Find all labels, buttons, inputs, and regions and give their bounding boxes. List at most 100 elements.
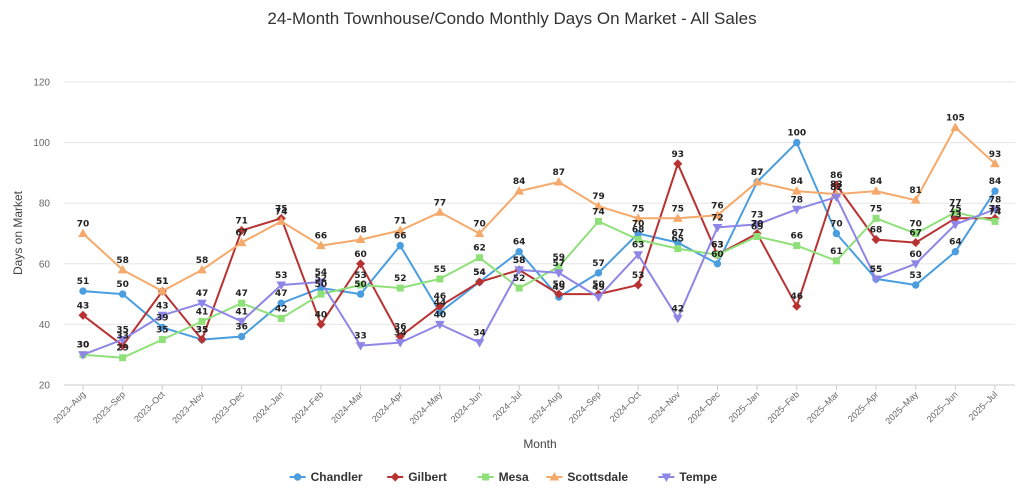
- x-tick-label: 2025–Jul: [967, 389, 1000, 422]
- data-point: [435, 207, 445, 216]
- data-label: 83: [830, 180, 843, 190]
- data-label: 43: [156, 301, 169, 311]
- data-point: [950, 220, 961, 230]
- data-label: 68: [354, 226, 367, 236]
- series-line: [82, 211, 996, 359]
- data-point: [357, 281, 365, 289]
- x-tick-label: 2024–Jun: [449, 389, 484, 424]
- data-label: 43: [77, 301, 90, 311]
- data-label: 35: [156, 326, 169, 336]
- data-label: 42: [275, 304, 288, 314]
- data-label: 78: [790, 195, 803, 205]
- data-point: [238, 299, 246, 307]
- data-point: [197, 335, 207, 345]
- data-point: [198, 317, 206, 325]
- data-label: 68: [632, 226, 645, 236]
- x-tick-label: 2024–Aug: [527, 389, 563, 425]
- data-label: 53: [354, 271, 367, 281]
- data-label: 47: [275, 289, 288, 299]
- legend-item-gilbert[interactable]: Gilbert: [387, 470, 447, 484]
- data-point: [634, 236, 642, 244]
- data-label: 64: [513, 238, 526, 248]
- data-point: [197, 264, 207, 274]
- data-label: 35: [196, 326, 209, 336]
- data-label: 77: [434, 198, 447, 208]
- data-label: 62: [473, 244, 486, 254]
- data-point: [79, 287, 87, 295]
- data-label: 55: [870, 265, 883, 275]
- data-label: 57: [553, 259, 566, 269]
- data-label: 34: [394, 329, 407, 339]
- data-label: 70: [751, 220, 764, 230]
- data-point: [951, 208, 959, 216]
- data-label: 51: [156, 277, 169, 287]
- data-point: [593, 293, 604, 303]
- data-label: 70: [632, 220, 645, 230]
- data-label: 33: [116, 332, 129, 342]
- data-point: [118, 290, 127, 298]
- data-point: [792, 301, 802, 311]
- data-label: 30: [77, 341, 90, 351]
- x-tick-label: 2024–Feb: [290, 389, 326, 425]
- data-label: 93: [672, 150, 685, 160]
- data-point: [672, 213, 683, 222]
- data-label: 46: [790, 292, 803, 302]
- data-point: [396, 284, 404, 292]
- data-label: 50: [354, 280, 367, 290]
- data-point: [474, 228, 485, 237]
- data-point: [633, 280, 643, 290]
- y-tick-label: 80: [39, 199, 51, 210]
- data-label: 87: [751, 168, 764, 178]
- data-point: [276, 281, 287, 291]
- legend-item-chandler[interactable]: Chandler: [289, 470, 363, 484]
- data-label: 59: [553, 253, 566, 263]
- legend-item-tempe[interactable]: Tempe: [658, 470, 718, 484]
- data-label: 41: [196, 307, 209, 317]
- data-label: 36: [235, 323, 248, 333]
- x-tick-label: 2023–Aug: [51, 389, 87, 425]
- data-label: 34: [473, 329, 486, 339]
- data-label: 67: [672, 229, 685, 239]
- data-point: [396, 241, 404, 250]
- data-label: 60: [711, 250, 724, 260]
- series-gilbert: [78, 159, 1000, 351]
- data-label: 53: [632, 271, 645, 281]
- data-point: [475, 277, 485, 287]
- data-label: 63: [632, 241, 645, 251]
- data-point: [390, 472, 400, 482]
- x-tick-label: 2024–May: [407, 389, 444, 426]
- data-label: 70: [830, 220, 843, 230]
- data-point: [197, 299, 207, 309]
- data-point: [871, 186, 881, 195]
- data-label: 49: [592, 283, 605, 293]
- legend-item-mesa[interactable]: Mesa: [477, 470, 529, 484]
- data-point: [871, 275, 881, 284]
- data-point: [911, 238, 921, 248]
- data-point: [990, 205, 1000, 215]
- data-point: [356, 259, 366, 269]
- data-label: 39: [156, 313, 169, 323]
- data-point: [950, 122, 961, 131]
- data-point: [355, 342, 366, 351]
- data-point: [474, 339, 485, 348]
- legend-label: Gilbert: [408, 470, 447, 484]
- x-tick-label: 2023–Nov: [170, 389, 206, 425]
- data-point: [991, 217, 999, 225]
- data-point: [78, 228, 88, 237]
- data-point: [236, 317, 247, 327]
- data-point: [593, 201, 604, 210]
- data-label: 100: [787, 129, 806, 139]
- data-label: 50: [592, 280, 605, 290]
- data-point: [712, 223, 723, 233]
- y-tick-label: 60: [39, 259, 51, 270]
- data-label: 52: [394, 274, 407, 284]
- series-line: [82, 141, 996, 341]
- legend-item-scottsdale[interactable]: Scottsdale: [546, 470, 628, 484]
- data-point: [316, 278, 326, 287]
- data-point: [158, 336, 166, 344]
- y-tick-label: 20: [39, 381, 51, 392]
- x-tick-label: 2025–Mar: [805, 389, 841, 425]
- data-point: [158, 323, 167, 332]
- x-tick-label: 2024–Jan: [251, 389, 286, 424]
